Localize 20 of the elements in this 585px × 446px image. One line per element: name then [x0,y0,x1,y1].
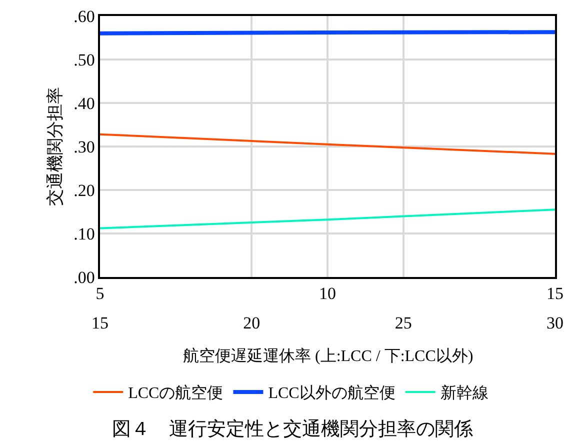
y-tick-label: .10 [74,224,95,244]
x2-tick-label: 15 [92,314,108,333]
x2-tick-label: 25 [394,314,412,333]
y-tick-label: .20 [74,180,95,200]
y-tick-label: .40 [74,94,95,113]
y-tick-label: .00 [74,268,95,287]
legend-label: LCCの航空便 [128,384,224,402]
x-axis-title: 航空便遅延運休率 (上:LCC / 下:LCC以外) [183,347,474,365]
text: 図４ 運行安定性と交通機関分担率の関係 [112,418,473,440]
x2-tick-label: 20 [243,314,260,333]
y-tick-label: .50 [74,50,95,70]
x2-tick-label: 30 [546,314,564,333]
y-tick-label: .60 [74,6,95,26]
x-tick-label: 10 [319,284,336,304]
legend-label: 新幹線 [440,384,488,402]
legend-label: LCC以外の航空便 [268,384,396,402]
x-tick-label: 5 [96,284,104,304]
x-tick-label: 15 [546,284,564,304]
y-tick-label: .30 [74,137,95,156]
y-axis-title: 交通機関分担率 [46,87,65,206]
